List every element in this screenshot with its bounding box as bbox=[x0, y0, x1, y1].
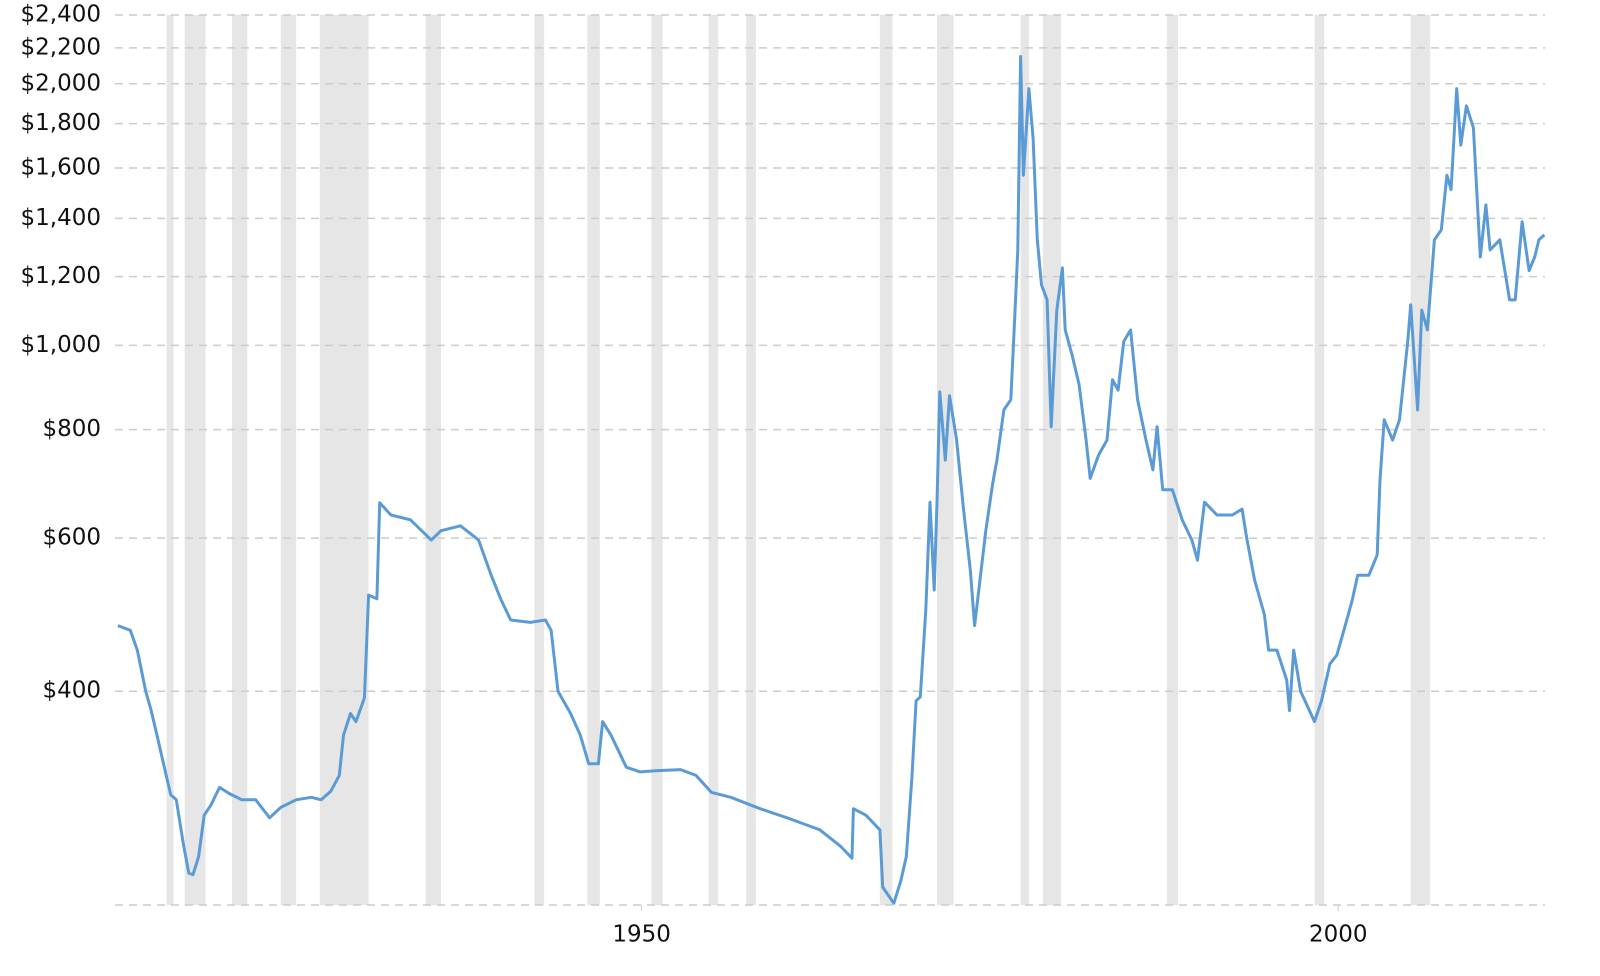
recession-band bbox=[166, 15, 174, 905]
recession-band bbox=[746, 15, 756, 905]
y-tick-label: $1,000 bbox=[21, 332, 101, 358]
recession-band bbox=[651, 15, 663, 905]
y-tick-label: $800 bbox=[42, 416, 101, 442]
recession-band bbox=[708, 15, 719, 905]
x-tick-label: 2000 bbox=[1309, 922, 1368, 948]
y-tick-label: $400 bbox=[42, 678, 101, 704]
y-tick-label: $1,200 bbox=[21, 263, 101, 289]
recession-band bbox=[1410, 15, 1431, 905]
y-tick-label: $2,200 bbox=[21, 34, 101, 60]
recession-band bbox=[1166, 15, 1179, 905]
recession-band bbox=[425, 15, 442, 905]
recession-band bbox=[184, 15, 206, 905]
y-tick-label: $1,400 bbox=[21, 205, 101, 231]
recession-band bbox=[232, 15, 248, 905]
y-tick-label: $2,000 bbox=[21, 70, 101, 96]
recession-band bbox=[879, 15, 893, 905]
y-tick-label: $1,600 bbox=[21, 155, 101, 181]
price-line bbox=[117, 55, 1546, 905]
recession-band bbox=[587, 15, 600, 905]
x-tick-label: 1950 bbox=[612, 922, 671, 948]
recession-band bbox=[534, 15, 545, 905]
y-tick-label: $1,800 bbox=[21, 110, 101, 136]
y-tick-label: $2,400 bbox=[21, 2, 101, 28]
y-tick-label: $600 bbox=[42, 525, 101, 551]
recession-band bbox=[1314, 15, 1325, 905]
recession-band bbox=[1042, 15, 1061, 905]
recession-band bbox=[1020, 15, 1029, 905]
recession-band bbox=[319, 15, 369, 905]
recession-band bbox=[280, 15, 297, 905]
